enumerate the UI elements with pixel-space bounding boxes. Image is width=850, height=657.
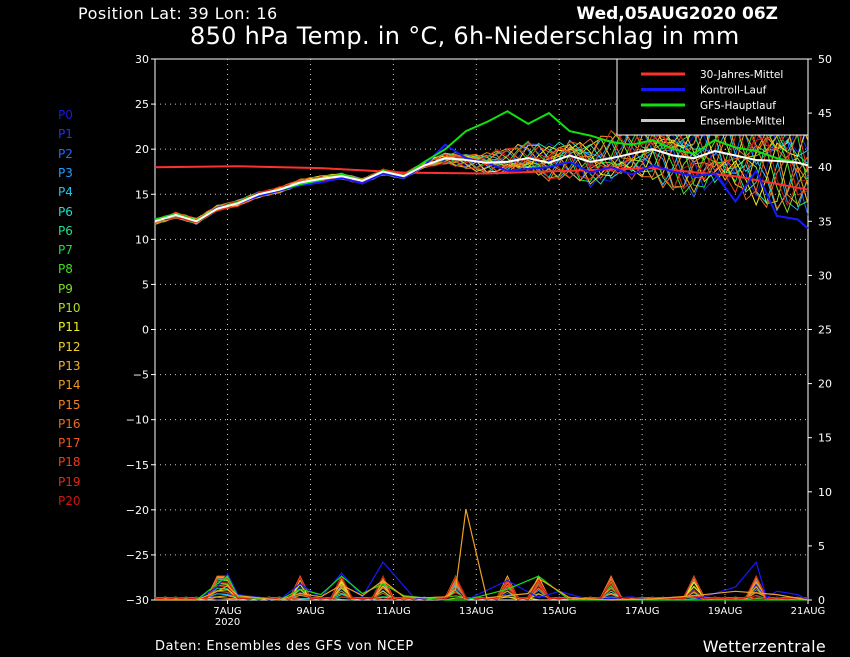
member-label-14: P14 — [58, 378, 81, 393]
y-tick-label-right: 35 — [818, 215, 832, 228]
member-label-13: P13 — [58, 358, 81, 373]
chart-legend: 30-Jahres-Mittel Kontroll-Lauf GFS-Hauptla… — [616, 58, 809, 136]
y-tick-label-left: −15 — [126, 459, 149, 472]
y-tick-label-right: 50 — [818, 53, 832, 66]
member-label-20: P20 — [58, 494, 81, 508]
y-tick-label-right: 5 — [818, 540, 825, 553]
y-tick-label-left: −5 — [133, 369, 149, 382]
legend-box — [616, 58, 809, 136]
member-label-15: P15 — [58, 397, 81, 412]
chart-series — [154, 109, 809, 601]
x-tick-label: 9AUG — [296, 606, 324, 617]
y-tick-label-left: 25 — [135, 98, 149, 111]
y-tick-label-right: 25 — [818, 324, 832, 337]
run-time: Wed,05AUG2020 06Z — [576, 4, 778, 24]
member-label-9: P9 — [58, 281, 73, 296]
x-tick-label: 21AUG — [791, 606, 826, 617]
brand-label: Wetterzentrale — [702, 637, 826, 656]
x-tick-sublabel: 2020 — [215, 617, 240, 628]
legend-label: Kontroll-Lauf — [700, 85, 767, 97]
member-label-16: P16 — [58, 416, 81, 431]
member-label-2: P2 — [58, 146, 73, 161]
series-line — [155, 575, 808, 601]
y-tick-label-right: 40 — [818, 161, 832, 174]
y-tick-label-left: 30 — [135, 53, 149, 66]
member-label-8: P8 — [58, 262, 73, 277]
y-tick-label-right: 20 — [818, 378, 832, 391]
x-tick-label: 17AUG — [625, 606, 660, 617]
chart-title: 850 hPa Temp. in °C, 6h-Niederschlag in … — [190, 22, 740, 50]
y-tick-label-left: −20 — [126, 504, 149, 517]
y-tick-label-left: 15 — [135, 188, 149, 201]
y-tick-label-right: 10 — [818, 486, 832, 499]
member-label-0: P0 — [58, 108, 73, 122]
position-label: Position Lat: 39 Lon: 16 — [78, 4, 278, 23]
y-axis-left: 30 25 20 15 10 5 0 −5 −10 −15 −20 −25 −30 — [126, 53, 155, 607]
x-tick-label: 13AUG — [459, 606, 494, 617]
member-label-18: P18 — [58, 455, 81, 470]
y-tick-label-right: 30 — [818, 269, 832, 282]
x-axis: 7AUG 9AUG 11AUG 13AUG 15AUG 17AUG 19AUG 21AUG 20… — [213, 600, 825, 628]
member-label-19: P19 — [58, 474, 81, 489]
x-tick-label: 19AUG — [708, 606, 743, 617]
series-line — [155, 508, 809, 601]
member-temp-line-20 — [154, 115, 809, 223]
member-label-17: P17 — [58, 436, 81, 451]
chart-grid — [154, 58, 809, 601]
data-source-label: Daten: Ensembles des GFS von NCEP — [155, 639, 414, 654]
y-tick-label-right: 45 — [818, 107, 832, 120]
member-label-6: P6 — [58, 223, 73, 238]
x-tick-label: 15AUG — [542, 606, 577, 617]
legend-label: 30-Jahres-Mittel — [700, 69, 783, 81]
y-tick-label-left: −25 — [126, 549, 149, 562]
member-label-7: P7 — [58, 243, 73, 258]
y-tick-label-left: 5 — [142, 278, 149, 291]
y-tick-label-right: 15 — [818, 432, 832, 445]
y-tick-label-right: 0 — [818, 594, 825, 607]
y-tick-label-left: −10 — [126, 414, 149, 427]
member-label-11: P11 — [58, 320, 81, 335]
x-tick-label: 7AUG — [213, 606, 241, 617]
y-tick-label-left: 20 — [135, 143, 149, 156]
member-label-5: P6 — [58, 204, 73, 219]
member-label-3: P3 — [58, 165, 73, 180]
legend-label: GFS-Hauptlauf — [700, 100, 776, 112]
member-label-4: P4 — [58, 185, 73, 200]
series-line — [154, 148, 809, 223]
member-label-10: P10 — [58, 301, 81, 315]
x-tick-label: 11AUG — [376, 606, 411, 617]
legend-label: Ensemble-Mittel — [700, 116, 785, 128]
member-label-12: P12 — [58, 339, 81, 354]
y-tick-label-left: −30 — [126, 594, 149, 607]
y-tick-label-left: 10 — [135, 233, 149, 246]
y-tick-label-left: 0 — [142, 324, 149, 337]
member-label-1: P1 — [58, 127, 73, 142]
